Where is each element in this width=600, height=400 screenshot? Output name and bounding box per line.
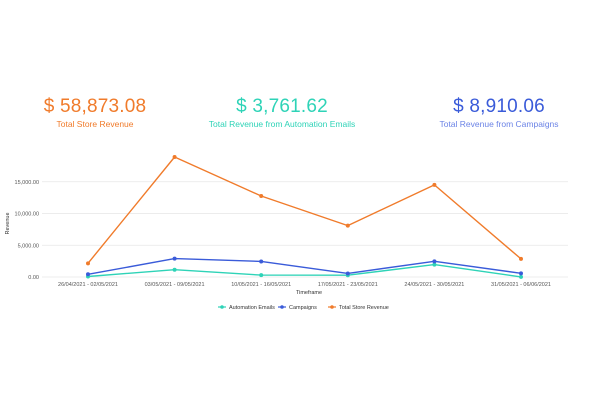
revenue-line-chart: 0.00 5,000.00 10,000.00 15,000.00 Revenue 26/… <box>5 154 568 311</box>
legend-item-campaigns[interactable]: Campaigns <box>278 305 317 311</box>
legend[interactable]: Automation Emails Campaigns Total Store Re… <box>218 305 389 311</box>
legend-swatch-marker <box>220 305 224 309</box>
kpi-campaigns-revenue: $ 8,910.06 Total Revenue from Campaigns <box>409 96 589 130</box>
y-tick-label: 10,000.00 <box>15 212 39 218</box>
x-axis-title: Timeframe <box>296 290 322 296</box>
x-tick-label: 10/05/2021 - 16/05/2021 <box>231 282 291 288</box>
kpi-value: $ 3,761.62 <box>236 96 328 117</box>
grid-layer <box>42 181 568 278</box>
series-line-campaigns <box>87 257 522 275</box>
legend-label: Automation Emails <box>229 305 275 311</box>
axis-layer: 0.00 5,000.00 10,000.00 15,000.00 Revenue 26/… <box>5 180 551 296</box>
data-point[interactable] <box>432 259 437 264</box>
data-point[interactable] <box>172 154 177 159</box>
data-point[interactable] <box>172 256 177 261</box>
kpi-value: $ 58,873.08 <box>43 96 147 117</box>
kpi-total-store-revenue: $ 58,873.08 Total Store Revenue <box>5 96 185 130</box>
data-point[interactable] <box>259 259 264 264</box>
series-layer <box>86 154 523 279</box>
data-point[interactable] <box>345 271 350 276</box>
y-axis-title: Revenue <box>5 212 11 234</box>
data-point[interactable] <box>519 256 523 261</box>
legend-item-total-store-revenue[interactable]: Total Store Revenue <box>328 305 389 311</box>
x-tick-label: 26/04/2021 - 02/05/2021 <box>58 282 118 288</box>
y-tick-label: 0.00 <box>28 275 39 281</box>
kpi-label: Total Revenue from Campaigns <box>439 119 559 129</box>
series-line-automation-emails <box>87 263 522 278</box>
kpi-value: $ 8,910.06 <box>453 96 545 117</box>
kpi-label: Total Store Revenue <box>56 119 134 129</box>
data-point[interactable] <box>432 262 437 267</box>
data-point[interactable] <box>86 261 90 266</box>
data-point[interactable] <box>432 182 437 187</box>
data-point[interactable] <box>259 273 264 278</box>
x-tick-label: 24/05/2021 - 30/05/2021 <box>404 282 464 288</box>
legend-swatch-marker <box>280 305 284 309</box>
y-tick-label: 15,000.00 <box>15 180 39 186</box>
legend-item-automation-emails[interactable]: Automation Emails <box>218 305 275 311</box>
series-line-total-store-revenue <box>87 156 522 264</box>
legend-label: Campaigns <box>289 305 317 311</box>
x-tick-label: 17/05/2021 - 23/05/2021 <box>318 282 378 288</box>
kpi-automation-emails-revenue: $ 3,761.62 Total Revenue from Automation… <box>192 96 372 130</box>
data-point[interactable] <box>172 267 177 272</box>
y-tick-label: 5,000.00 <box>18 243 39 249</box>
data-point[interactable] <box>345 223 350 228</box>
data-point[interactable] <box>519 274 523 279</box>
series-total-store-revenue <box>86 154 523 266</box>
x-tick-label: 03/05/2021 - 09/05/2021 <box>145 282 205 288</box>
kpi-label: Total Revenue from Automation Emails <box>208 119 356 129</box>
legend-label: Total Store Revenue <box>339 305 389 311</box>
x-tick-label: 31/05/2021 - 06/06/2021 <box>491 282 551 288</box>
data-point[interactable] <box>519 271 523 276</box>
kpi-row: $ 58,873.08 Total Store Revenue $ 3,761.… <box>0 96 600 136</box>
data-point[interactable] <box>86 272 90 277</box>
legend-swatch-marker <box>330 305 334 309</box>
series-campaigns <box>86 256 523 277</box>
data-point[interactable] <box>259 194 264 199</box>
